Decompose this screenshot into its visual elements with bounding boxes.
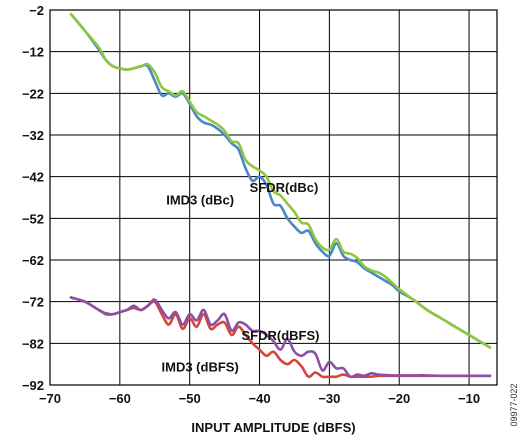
series-label: IMD3 (dBFS) bbox=[162, 359, 239, 374]
y-tick-label: −32 bbox=[22, 128, 44, 143]
x-tick-label: −70 bbox=[39, 391, 61, 406]
y-tick-label: −12 bbox=[22, 45, 44, 60]
x-axis: −70 −60 −50 −40 −30 −20 −10 bbox=[39, 391, 480, 406]
y-tick-label: −52 bbox=[22, 211, 44, 226]
series-label: SFDR(dBFS) bbox=[241, 328, 319, 343]
y-tick-label: −62 bbox=[22, 253, 44, 268]
y-tick-label: −72 bbox=[22, 295, 44, 310]
y-tick-label: −42 bbox=[22, 170, 44, 185]
y-axis: −2 −12 −22 −32 −42 −52 −62 −72 −82 −92 bbox=[22, 3, 44, 393]
series-line-sfdr-dbfs bbox=[69, 296, 492, 379]
y-tick-label: −2 bbox=[29, 3, 44, 18]
x-tick-label: −40 bbox=[249, 391, 271, 406]
x-tick-label: −20 bbox=[388, 391, 410, 406]
series-layer bbox=[69, 12, 492, 379]
plot-frame bbox=[49, 9, 498, 386]
y-tick-label: −82 bbox=[22, 336, 44, 351]
x-axis-title: INPUT AMPLITUDE (dBFS) bbox=[191, 420, 355, 435]
x-tick-label: −10 bbox=[458, 391, 480, 406]
x-tick-label: −60 bbox=[109, 391, 131, 406]
y-tick-label: −22 bbox=[22, 86, 44, 101]
y-tick-label: −92 bbox=[22, 378, 44, 393]
series-line-sfdr-dbc bbox=[69, 12, 492, 349]
plot-area bbox=[50, 10, 497, 385]
x-tick-label: −50 bbox=[179, 391, 201, 406]
series-labels: IMD3 (dBc) SFDR(dBc) SFDR(dBFS) IMD3 (dBFS) bbox=[162, 180, 320, 374]
figure-id: 09977-022 bbox=[509, 383, 519, 426]
series-label: IMD3 (dBc) bbox=[166, 193, 234, 208]
series-label: SFDR(dBc) bbox=[250, 180, 319, 195]
x-tick-label: −30 bbox=[318, 391, 340, 406]
